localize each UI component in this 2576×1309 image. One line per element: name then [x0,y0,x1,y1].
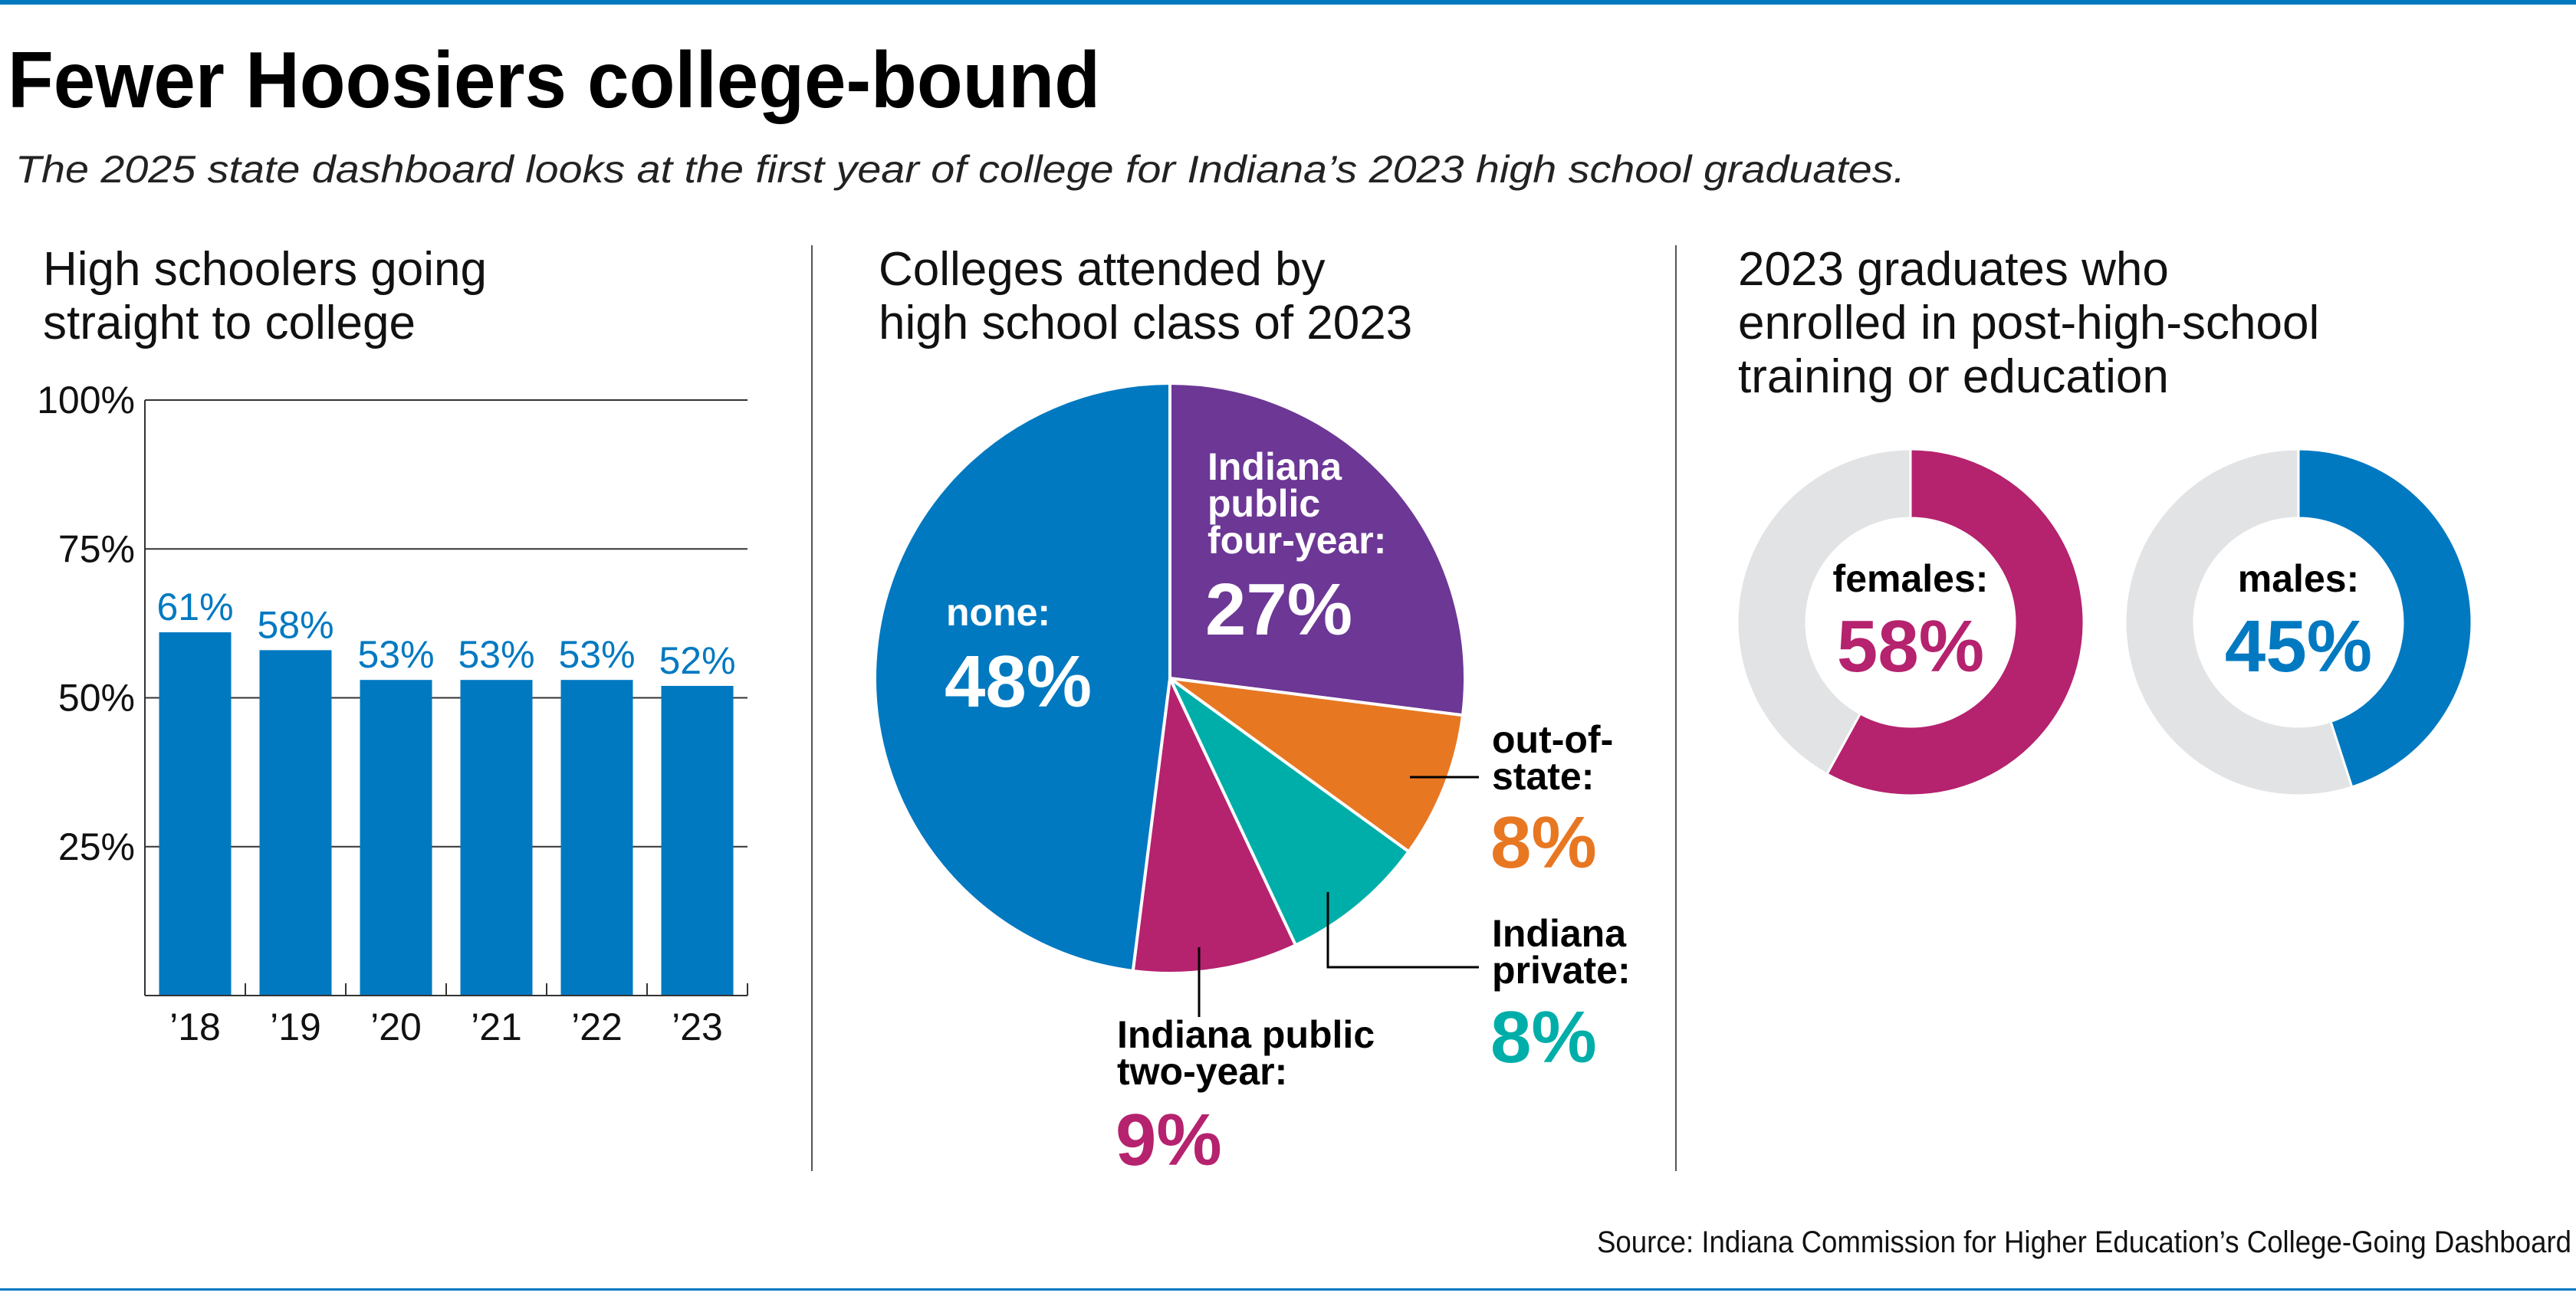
pie-label-out-of-state-line-1: out-of- [1492,718,1613,761]
donut-label-females: females: [1833,557,1989,600]
pie-label-out-of-state-line-2: state: [1492,755,1594,798]
donut-chart-title-line-3: training or education [1738,350,2169,403]
pie-slice [1168,381,1467,717]
bar-value-label: 61% [156,586,233,628]
x-tick-label: ’23 [672,1006,723,1048]
donut-pct-males: 45% [2225,605,2372,687]
pie-label-four-year-line-2: public [1208,482,1320,525]
pie-chart-title-line-1: Colleges attended by [879,243,1326,296]
x-tick-label: ’19 [270,1006,321,1048]
pie-pct-private: 8% [1490,996,1597,1078]
pie-label-two-year-line-1: Indiana public [1117,1013,1375,1056]
pie-label-private-line-2: private: [1492,949,1631,992]
x-tick-label: ’18 [169,1006,221,1048]
bar-value-label: 53% [558,633,635,676]
pie-slice [1168,677,1465,855]
pie-slice [1168,677,1411,948]
pie-pct-none: 48% [945,641,1092,723]
donut-pct-females: 58% [1837,605,1984,687]
leader-line [1326,892,1479,969]
y-tick-label: 100% [37,379,135,422]
pie-label-four-year-line-3: four-year: [1208,519,1386,562]
donut-chart-title-line-2: enrolled in post-high-school [1738,297,2319,349]
bar-chart-grid: 25% 50% 75% 100% [37,379,748,996]
donut-chart-title-line-1: 2023 graduates who [1738,243,2169,296]
donut-charts [1736,448,2473,797]
pie-label-two-year-line-2: two-year: [1117,1050,1287,1093]
page-subtitle: The 2025 state dashboard looks at the fi… [15,148,1905,191]
bar [661,685,734,996]
bar [259,650,332,996]
donut-segment [1825,448,2085,797]
bar-value-label: 58% [257,603,334,646]
pie-label-none: none: [946,591,1050,634]
pie-chart-title-line-2: high school class of 2023 [879,297,1412,349]
pie-pct-two-year: 9% [1116,1099,1222,1181]
page-title: Fewer Hoosiers college-bound [8,36,1100,125]
bar-value-label: 52% [659,639,735,682]
pie-labels: Indiana public four-year: 27% none: 48% … [945,445,1631,1181]
donut-label-males: males: [2238,557,2359,600]
donut-segment [2297,448,2473,789]
x-tick-label: ’20 [370,1006,422,1048]
donut-remainder [2124,448,2354,797]
bar [360,680,432,996]
bar [159,632,232,996]
y-tick-label: 25% [58,825,135,868]
x-tick-label: ’22 [571,1006,623,1048]
bar-value-label: 53% [458,633,534,676]
x-tick-label: ’21 [471,1006,522,1048]
bar-chart-bars: 61% ’18 58% ’19 53% ’20 53% ’21 53% ’22 52% ’23 [145,586,748,1048]
bottom-rule [0,1288,2576,1291]
y-tick-label: 75% [58,527,135,570]
bar-chart-title-line-2: straight to college [43,297,416,349]
bar-chart-title-line-1: High schoolers going [43,243,487,296]
pie-slice [873,381,1171,973]
bar [460,680,533,996]
top-rule [0,0,2576,5]
source-note: Source: Indiana Commission for Higher Ed… [1597,1225,2571,1259]
pie-slice [1131,672,1298,975]
pie-pct-out-of-state: 8% [1490,802,1597,884]
pie-label-private-line-1: Indiana [1492,912,1627,955]
pie-label-four-year-line-1: Indiana [1208,445,1342,488]
y-tick-label: 50% [58,677,135,720]
pie-pct-four-year: 27% [1205,569,1352,651]
bar [560,680,633,996]
bar-value-label: 53% [357,633,434,676]
donut-remainder [1736,448,1912,776]
pie-chart [873,381,1467,975]
